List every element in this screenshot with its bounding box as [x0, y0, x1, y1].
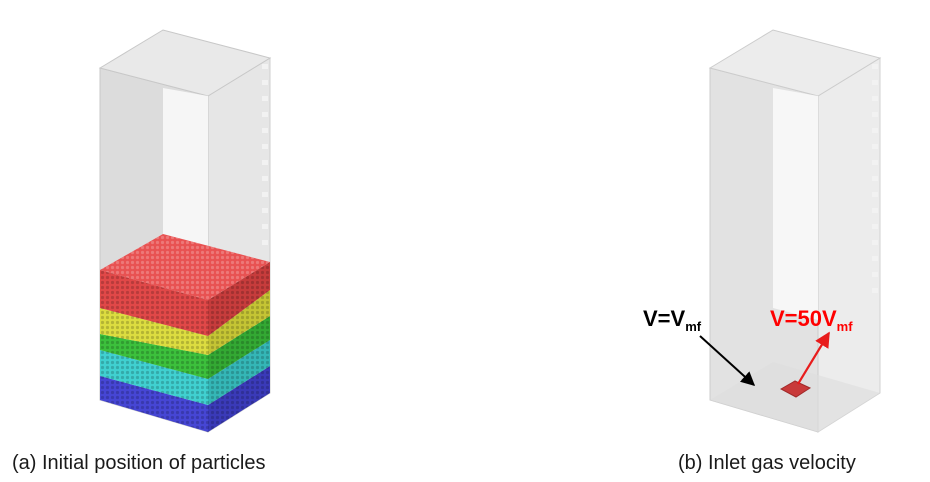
inlet-patch: [779, 380, 812, 398]
column-notch: [262, 128, 268, 133]
caption-panel-a: (a) Initial position of particles: [12, 452, 266, 474]
column-notch: [872, 192, 878, 197]
column-notch: [872, 240, 878, 245]
bed-texture-right: [208, 262, 270, 432]
bed-texture-left: [100, 270, 208, 432]
column-a-top-face: [98, 29, 272, 97]
column-notch: [872, 64, 878, 69]
column-notch: [262, 64, 268, 69]
particle-bed: [100, 234, 270, 432]
column-notch: [262, 224, 268, 229]
column-notch: [872, 208, 878, 213]
column-notch: [262, 80, 268, 85]
column-notch: [872, 144, 878, 149]
column-notch: [872, 272, 878, 277]
column-notch: [872, 176, 878, 181]
column-notch: [262, 112, 268, 117]
column-notch: [262, 176, 268, 181]
column-notch: [262, 144, 268, 149]
column-notch: [262, 160, 268, 165]
label-background-velocity: V=Vmf: [643, 306, 702, 334]
arrow-inlet-velocity: [797, 331, 830, 385]
column-b-right-face: [817, 57, 881, 433]
column-notch: [872, 112, 878, 117]
label-inlet-velocity-subscript: mf: [837, 319, 854, 334]
arrow-background-velocity: [699, 335, 756, 386]
column-notch: [872, 160, 878, 165]
label-background-velocity-subscript: mf: [685, 319, 702, 334]
column-notch: [262, 208, 268, 213]
caption-panel-b: (b) Inlet gas velocity: [678, 452, 856, 474]
column-b-top-face: [708, 29, 882, 97]
column-notch: [872, 224, 878, 229]
column-notch: [262, 240, 268, 245]
label-inlet-velocity: V=50Vmf: [770, 306, 853, 334]
column-notch: [872, 128, 878, 133]
column-notch: [262, 192, 268, 197]
column-notch: [872, 256, 878, 261]
column-notch: [872, 288, 878, 293]
column-a-inner-window: [163, 88, 208, 270]
column-a-notches: [262, 64, 268, 245]
panel-b-column: [708, 29, 882, 433]
column-notch: [872, 80, 878, 85]
column-notch: [872, 96, 878, 101]
column-notch: [262, 96, 268, 101]
bed-texture-top: [100, 234, 270, 300]
column-b-inner-window: [773, 88, 818, 320]
column-b-notches: [872, 64, 878, 293]
